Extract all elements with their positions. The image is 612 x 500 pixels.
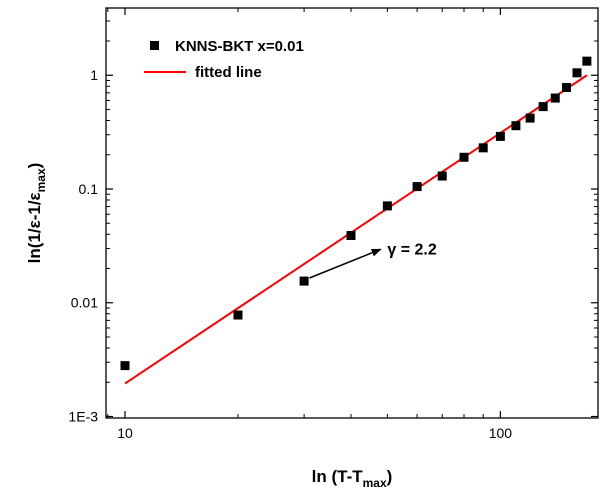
data-point bbox=[382, 201, 392, 211]
plot-frame bbox=[105, 7, 599, 419]
x-axis-label-main: ln (T-T bbox=[312, 467, 364, 486]
data-points bbox=[120, 56, 592, 371]
data-point bbox=[299, 276, 309, 286]
x-tick-label: 100 bbox=[489, 425, 513, 441]
annotation-arrow bbox=[309, 248, 382, 279]
legend-label-line: fitted line bbox=[195, 64, 262, 81]
data-point bbox=[346, 231, 356, 241]
y-axis-label-part: ln(1/ε-1/ε bbox=[25, 192, 44, 263]
data-point bbox=[511, 121, 521, 131]
data-point bbox=[582, 56, 592, 66]
y-axis-label-sub: max bbox=[34, 168, 48, 192]
legend: KNNS-BKT x=0.01 fitted line bbox=[144, 38, 304, 81]
data-point bbox=[572, 68, 582, 78]
x-axis-label-tail: ) bbox=[387, 467, 393, 486]
data-point bbox=[561, 83, 571, 93]
y-axis-label: ln(1/ε-1/εmax) bbox=[25, 163, 48, 264]
y-tick-label: 1 bbox=[90, 67, 98, 83]
data-point bbox=[538, 102, 548, 112]
gamma-annotation: γ = 2.2 bbox=[309, 241, 437, 279]
x-axis-label: ln (T-Tmax) bbox=[312, 467, 393, 490]
fitted-line bbox=[124, 74, 588, 385]
data-point bbox=[525, 113, 535, 123]
y-tick-label: 1E-3 bbox=[68, 408, 98, 424]
data-point bbox=[550, 93, 560, 103]
y-tick-label: 0.1 bbox=[79, 181, 99, 197]
data-point bbox=[120, 361, 130, 371]
fitted-line-series bbox=[124, 74, 588, 385]
axis-ticks: 10 100 1E-3 0.01 0.1 1 bbox=[68, 8, 598, 441]
axis-labels: ln (T-Tmax)ln(1/ε-1/εmax) bbox=[25, 163, 392, 490]
legend-label-scatter: KNNS-BKT x=0.01 bbox=[175, 38, 304, 55]
data-point bbox=[412, 182, 422, 192]
annotation-label: γ = 2.2 bbox=[387, 241, 436, 258]
plot-frame-border bbox=[105, 7, 599, 419]
data-point bbox=[478, 143, 488, 153]
data-point bbox=[495, 131, 505, 141]
data-point bbox=[437, 171, 447, 181]
x-tick-label: 10 bbox=[117, 425, 133, 441]
y-axis-label-part: ) bbox=[25, 163, 44, 169]
data-point bbox=[233, 310, 243, 320]
legend-marker-scatter bbox=[150, 41, 159, 50]
y-tick-label: 0.01 bbox=[71, 295, 98, 311]
data-point bbox=[459, 152, 469, 162]
x-axis-label-sub: max bbox=[363, 476, 387, 490]
